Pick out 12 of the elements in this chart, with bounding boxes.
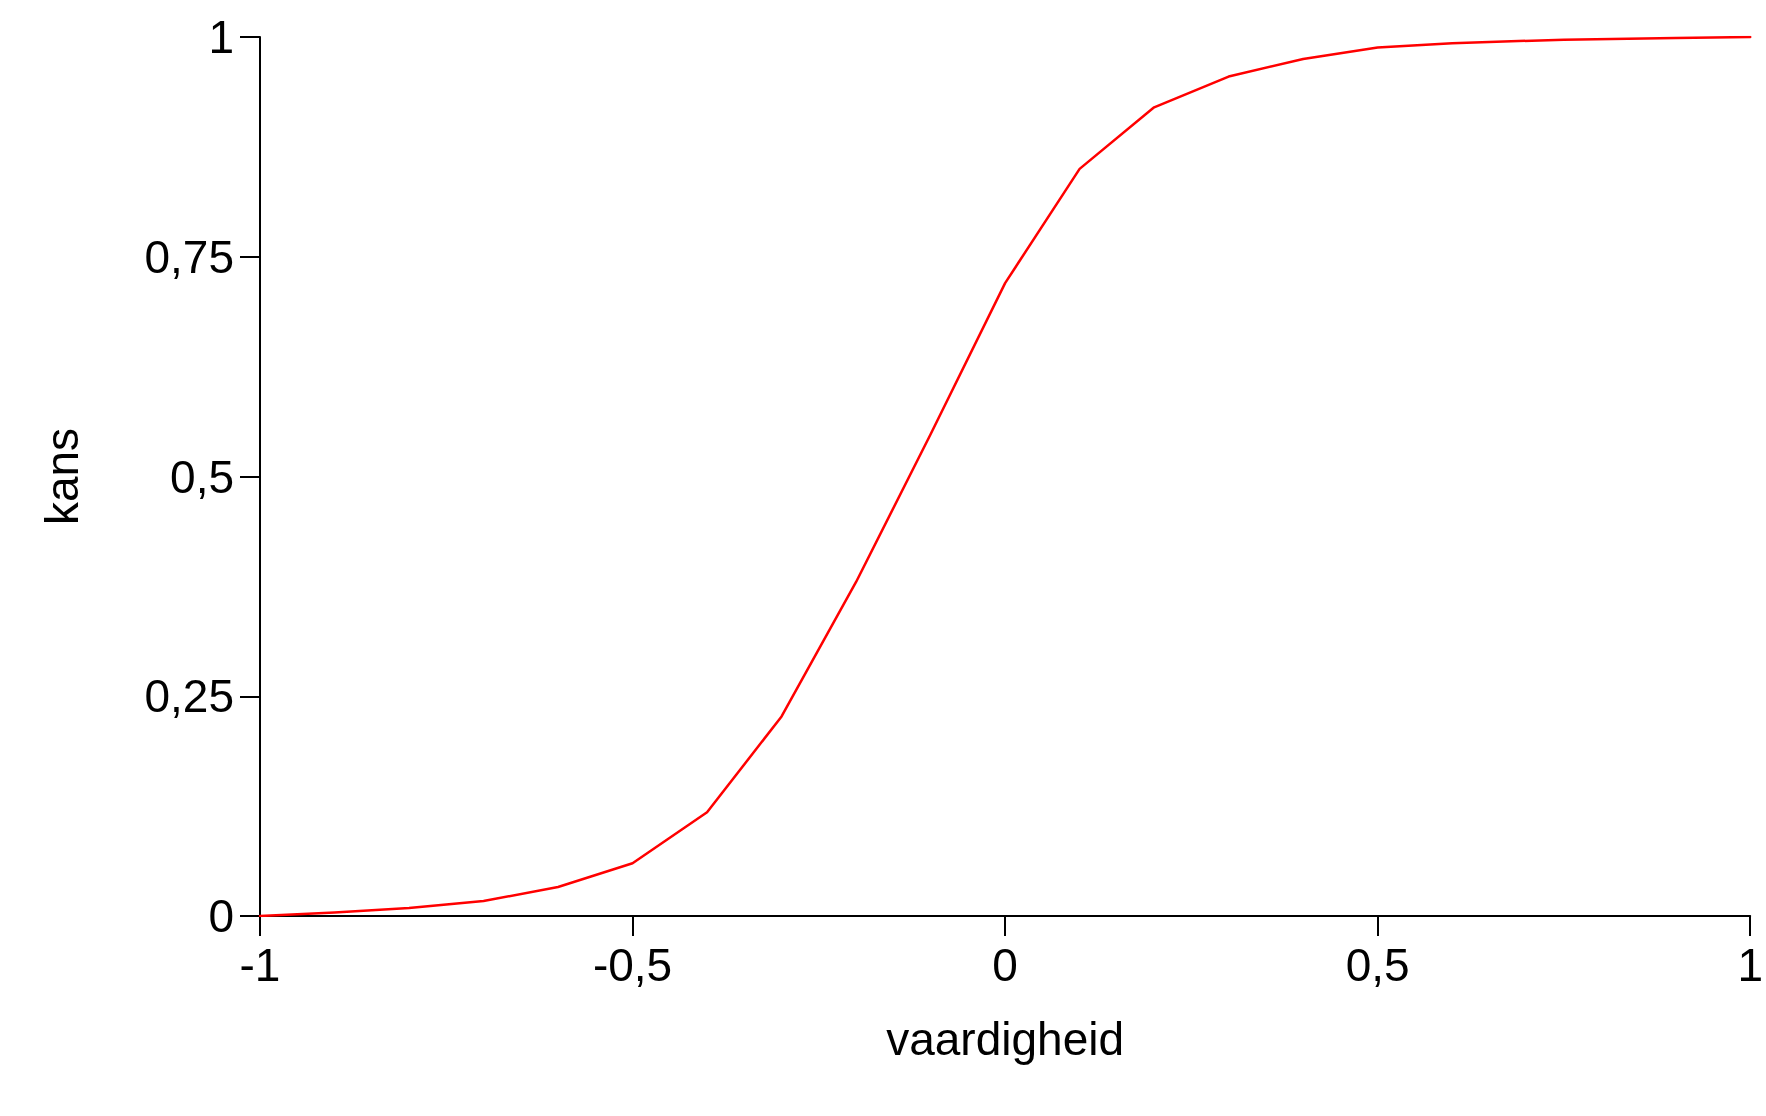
- y-axis-title: kans: [36, 427, 88, 526]
- y-tick-label: 0,75: [144, 230, 234, 283]
- x-axis-title: vaardigheid: [886, 1013, 1125, 1065]
- x-tick-label: 1: [1737, 939, 1764, 991]
- y-tick-label: 0,5: [170, 450, 234, 503]
- x-tick-label: 0,5: [1345, 939, 1410, 991]
- y-tick-label: 0: [208, 890, 234, 942]
- x-tick-label: 0: [992, 939, 1018, 991]
- x-tick-label: -1: [239, 939, 281, 991]
- x-tick-label: -0,5: [592, 939, 673, 991]
- y-tick-label: 1: [208, 11, 234, 63]
- y-tick-label: 0,25: [144, 670, 234, 723]
